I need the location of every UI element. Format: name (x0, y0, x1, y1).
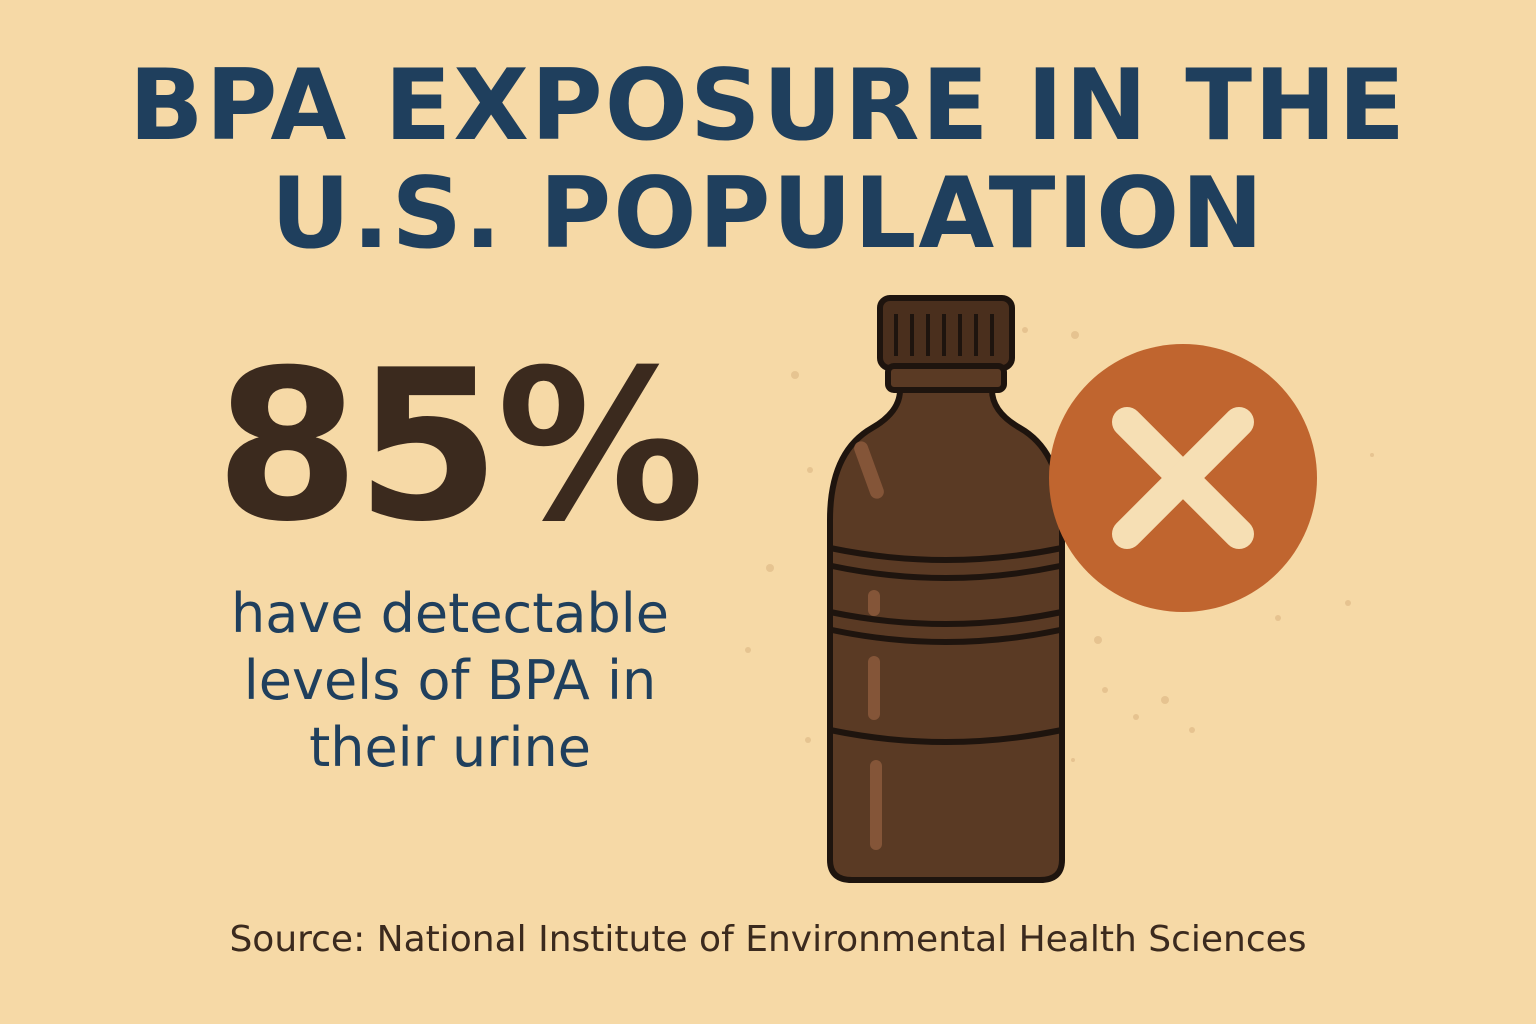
title-line-2: U.S. POPULATION (270, 157, 1266, 271)
page-title: BPA EXPOSURE IN THE U.S. POPULATION (0, 52, 1536, 268)
stat-description-line-3: their urine (309, 716, 591, 779)
stat-description: have detectable levels of BPA in their u… (180, 580, 720, 781)
source-citation: Source: National Institute of Environmen… (229, 919, 1307, 960)
x-circle-icon (1049, 344, 1317, 612)
bottle-illustration (827, 295, 1317, 883)
stat-percentage: 85% (215, 326, 705, 568)
title-line-1: BPA EXPOSURE IN THE (128, 49, 1408, 163)
stat-description-line-1: have detectable (230, 582, 669, 645)
plastic-bottle-icon (827, 295, 1065, 883)
stat-description-line-2: levels of BPA in (243, 649, 657, 712)
